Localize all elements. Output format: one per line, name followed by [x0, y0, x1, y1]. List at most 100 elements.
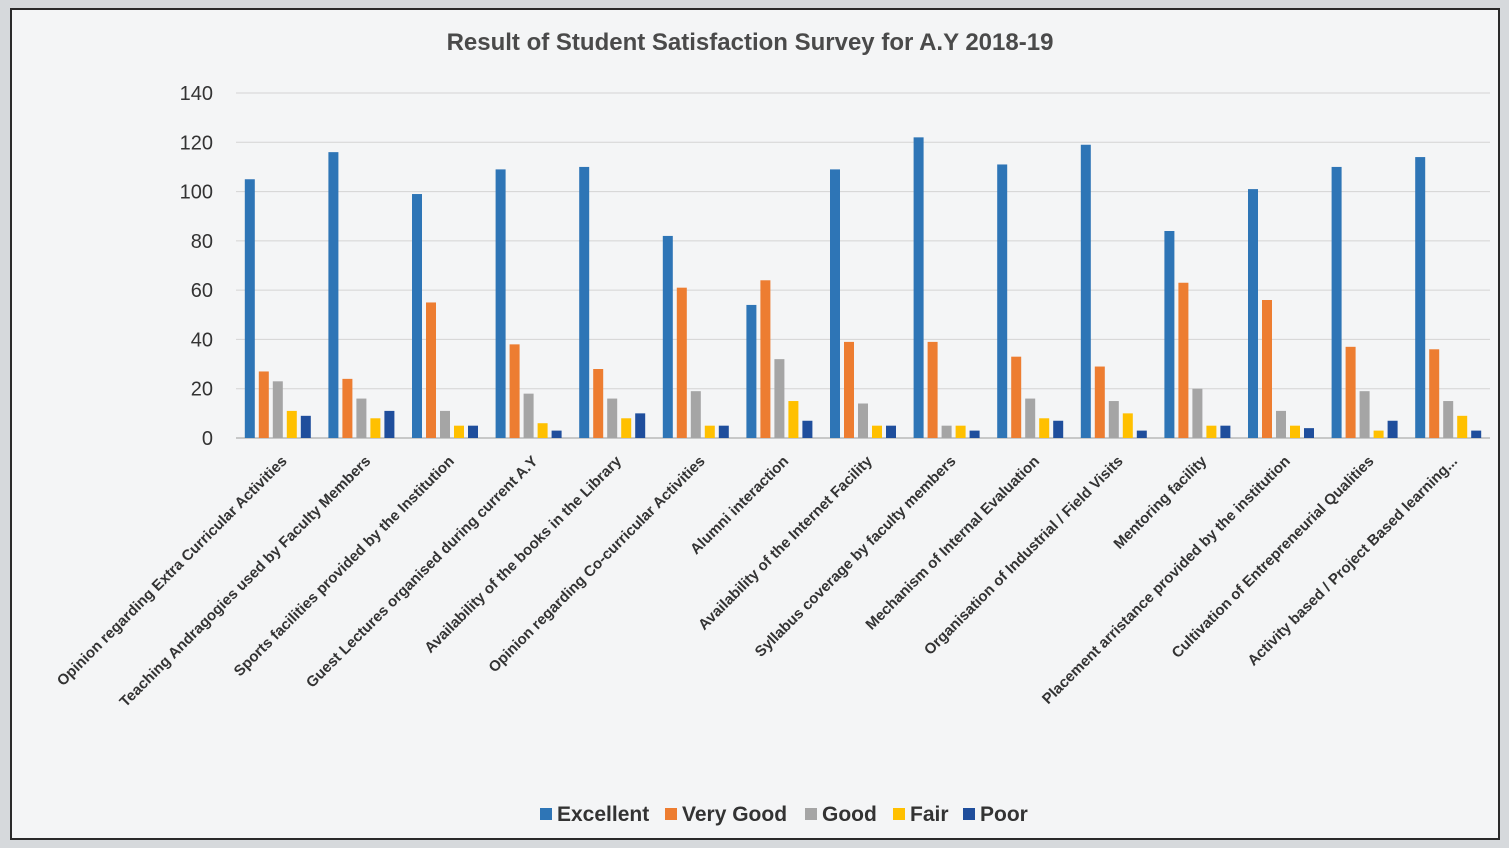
bar-excellent [412, 194, 422, 438]
bars [244, 137, 1482, 439]
bar-very-good [1262, 300, 1272, 438]
bar-fair [1290, 425, 1300, 438]
bar-poor [802, 420, 813, 438]
bar-excellent [1415, 157, 1426, 439]
legend-label: Poor [980, 803, 1028, 826]
bar-fair [872, 425, 882, 438]
y-tick-label: 80 [191, 231, 213, 253]
bar-poor [551, 430, 562, 438]
bar-fair [704, 425, 715, 438]
bar-fair [1206, 425, 1217, 438]
bar-very-good [593, 369, 604, 438]
x-tick-label: Mechanism of Internal Evaluation [862, 453, 1043, 634]
y-tick-label: 120 [180, 132, 213, 154]
bar-good [272, 381, 283, 438]
bar-poor [718, 425, 729, 438]
bar-fair [370, 418, 381, 438]
bar-excellent [1080, 144, 1091, 438]
bar-very-good [1011, 356, 1022, 438]
bar-poor [969, 430, 980, 438]
bar-fair [1122, 413, 1133, 438]
bar-poor [1136, 430, 1147, 438]
legend-item: Very Good [665, 803, 787, 826]
chart-title: Result of Student Satisfaction Survey fo… [447, 29, 1054, 56]
bar-very-good [927, 341, 938, 438]
y-tick-label: 60 [191, 280, 213, 302]
legend-swatch [893, 808, 905, 820]
bar-poor [384, 410, 395, 438]
bar-fair [621, 418, 632, 438]
bar-good [523, 393, 534, 438]
legend-label: Excellent [557, 803, 649, 826]
y-tick-label: 100 [180, 182, 213, 204]
bar-poor [1053, 420, 1064, 438]
bar-poor [1304, 428, 1314, 438]
bar-excellent [997, 164, 1008, 438]
bar-very-good [509, 344, 520, 438]
legend-item: Poor [963, 803, 1028, 826]
bar-good [1276, 410, 1286, 438]
bar-fair [1457, 415, 1468, 438]
bar-very-good [1094, 366, 1105, 438]
legend-label: Good [822, 803, 877, 826]
bar-fair [454, 425, 464, 438]
y-axis-ticks: 0 20 40 60 80 100 120 140 [180, 83, 213, 450]
bar-good [690, 391, 701, 438]
bar-very-good [1178, 282, 1189, 438]
bar-good [440, 410, 450, 438]
bar-poor [1471, 430, 1482, 438]
bar-poor [886, 425, 896, 438]
y-tick-label: 40 [191, 329, 213, 351]
bar-excellent [495, 169, 506, 438]
bar-poor [468, 425, 478, 438]
legend-item: Good [805, 803, 877, 826]
bar-fair [1039, 418, 1050, 438]
bar-good [858, 403, 868, 438]
bar-very-good [760, 280, 771, 438]
legend: Excellent Very Good Good Fair Poor [540, 803, 1028, 826]
bar-fair [537, 423, 548, 438]
bar-fair [286, 410, 297, 438]
bar-fair [788, 401, 799, 438]
bar-good [1192, 388, 1203, 438]
bar-excellent [244, 179, 255, 438]
bar-good [607, 398, 618, 438]
legend-label: Very Good [682, 803, 787, 826]
bar-fair [1373, 430, 1384, 438]
legend-swatch [540, 808, 552, 820]
bar-excellent [328, 152, 339, 438]
bar-good [941, 425, 952, 438]
bar-very-good [844, 341, 854, 438]
bar-very-good [676, 287, 687, 438]
bar-good [356, 398, 367, 438]
grid-lines [236, 92, 1490, 439]
bar-excellent [913, 137, 924, 438]
y-tick-label: 20 [191, 379, 213, 401]
bar-excellent [1331, 166, 1342, 438]
bar-excellent [579, 166, 590, 438]
bar-very-good [1429, 349, 1440, 438]
bar-good [1108, 401, 1119, 438]
bar-good [1359, 391, 1370, 438]
bar-very-good [1345, 346, 1356, 438]
legend-swatch [805, 808, 817, 820]
bar-very-good [426, 302, 436, 438]
bar-excellent [662, 235, 673, 438]
bar-excellent [1248, 189, 1258, 438]
y-tick-label: 140 [180, 83, 213, 105]
x-tick-label: Availability of the Internet Facility [695, 452, 876, 633]
bar-good [1443, 401, 1454, 438]
bar-poor [1220, 425, 1231, 438]
bar-excellent [1164, 231, 1175, 438]
bar-very-good [258, 371, 269, 438]
bar-very-good [342, 378, 353, 438]
bar-poor [1387, 420, 1398, 438]
y-tick-label: 0 [202, 428, 213, 450]
bar-good [774, 359, 785, 438]
legend-label: Fair [910, 803, 949, 826]
bar-excellent [746, 304, 757, 438]
bar-poor [635, 413, 646, 438]
legend-item: Fair [893, 803, 949, 826]
bar-excellent [830, 169, 840, 438]
